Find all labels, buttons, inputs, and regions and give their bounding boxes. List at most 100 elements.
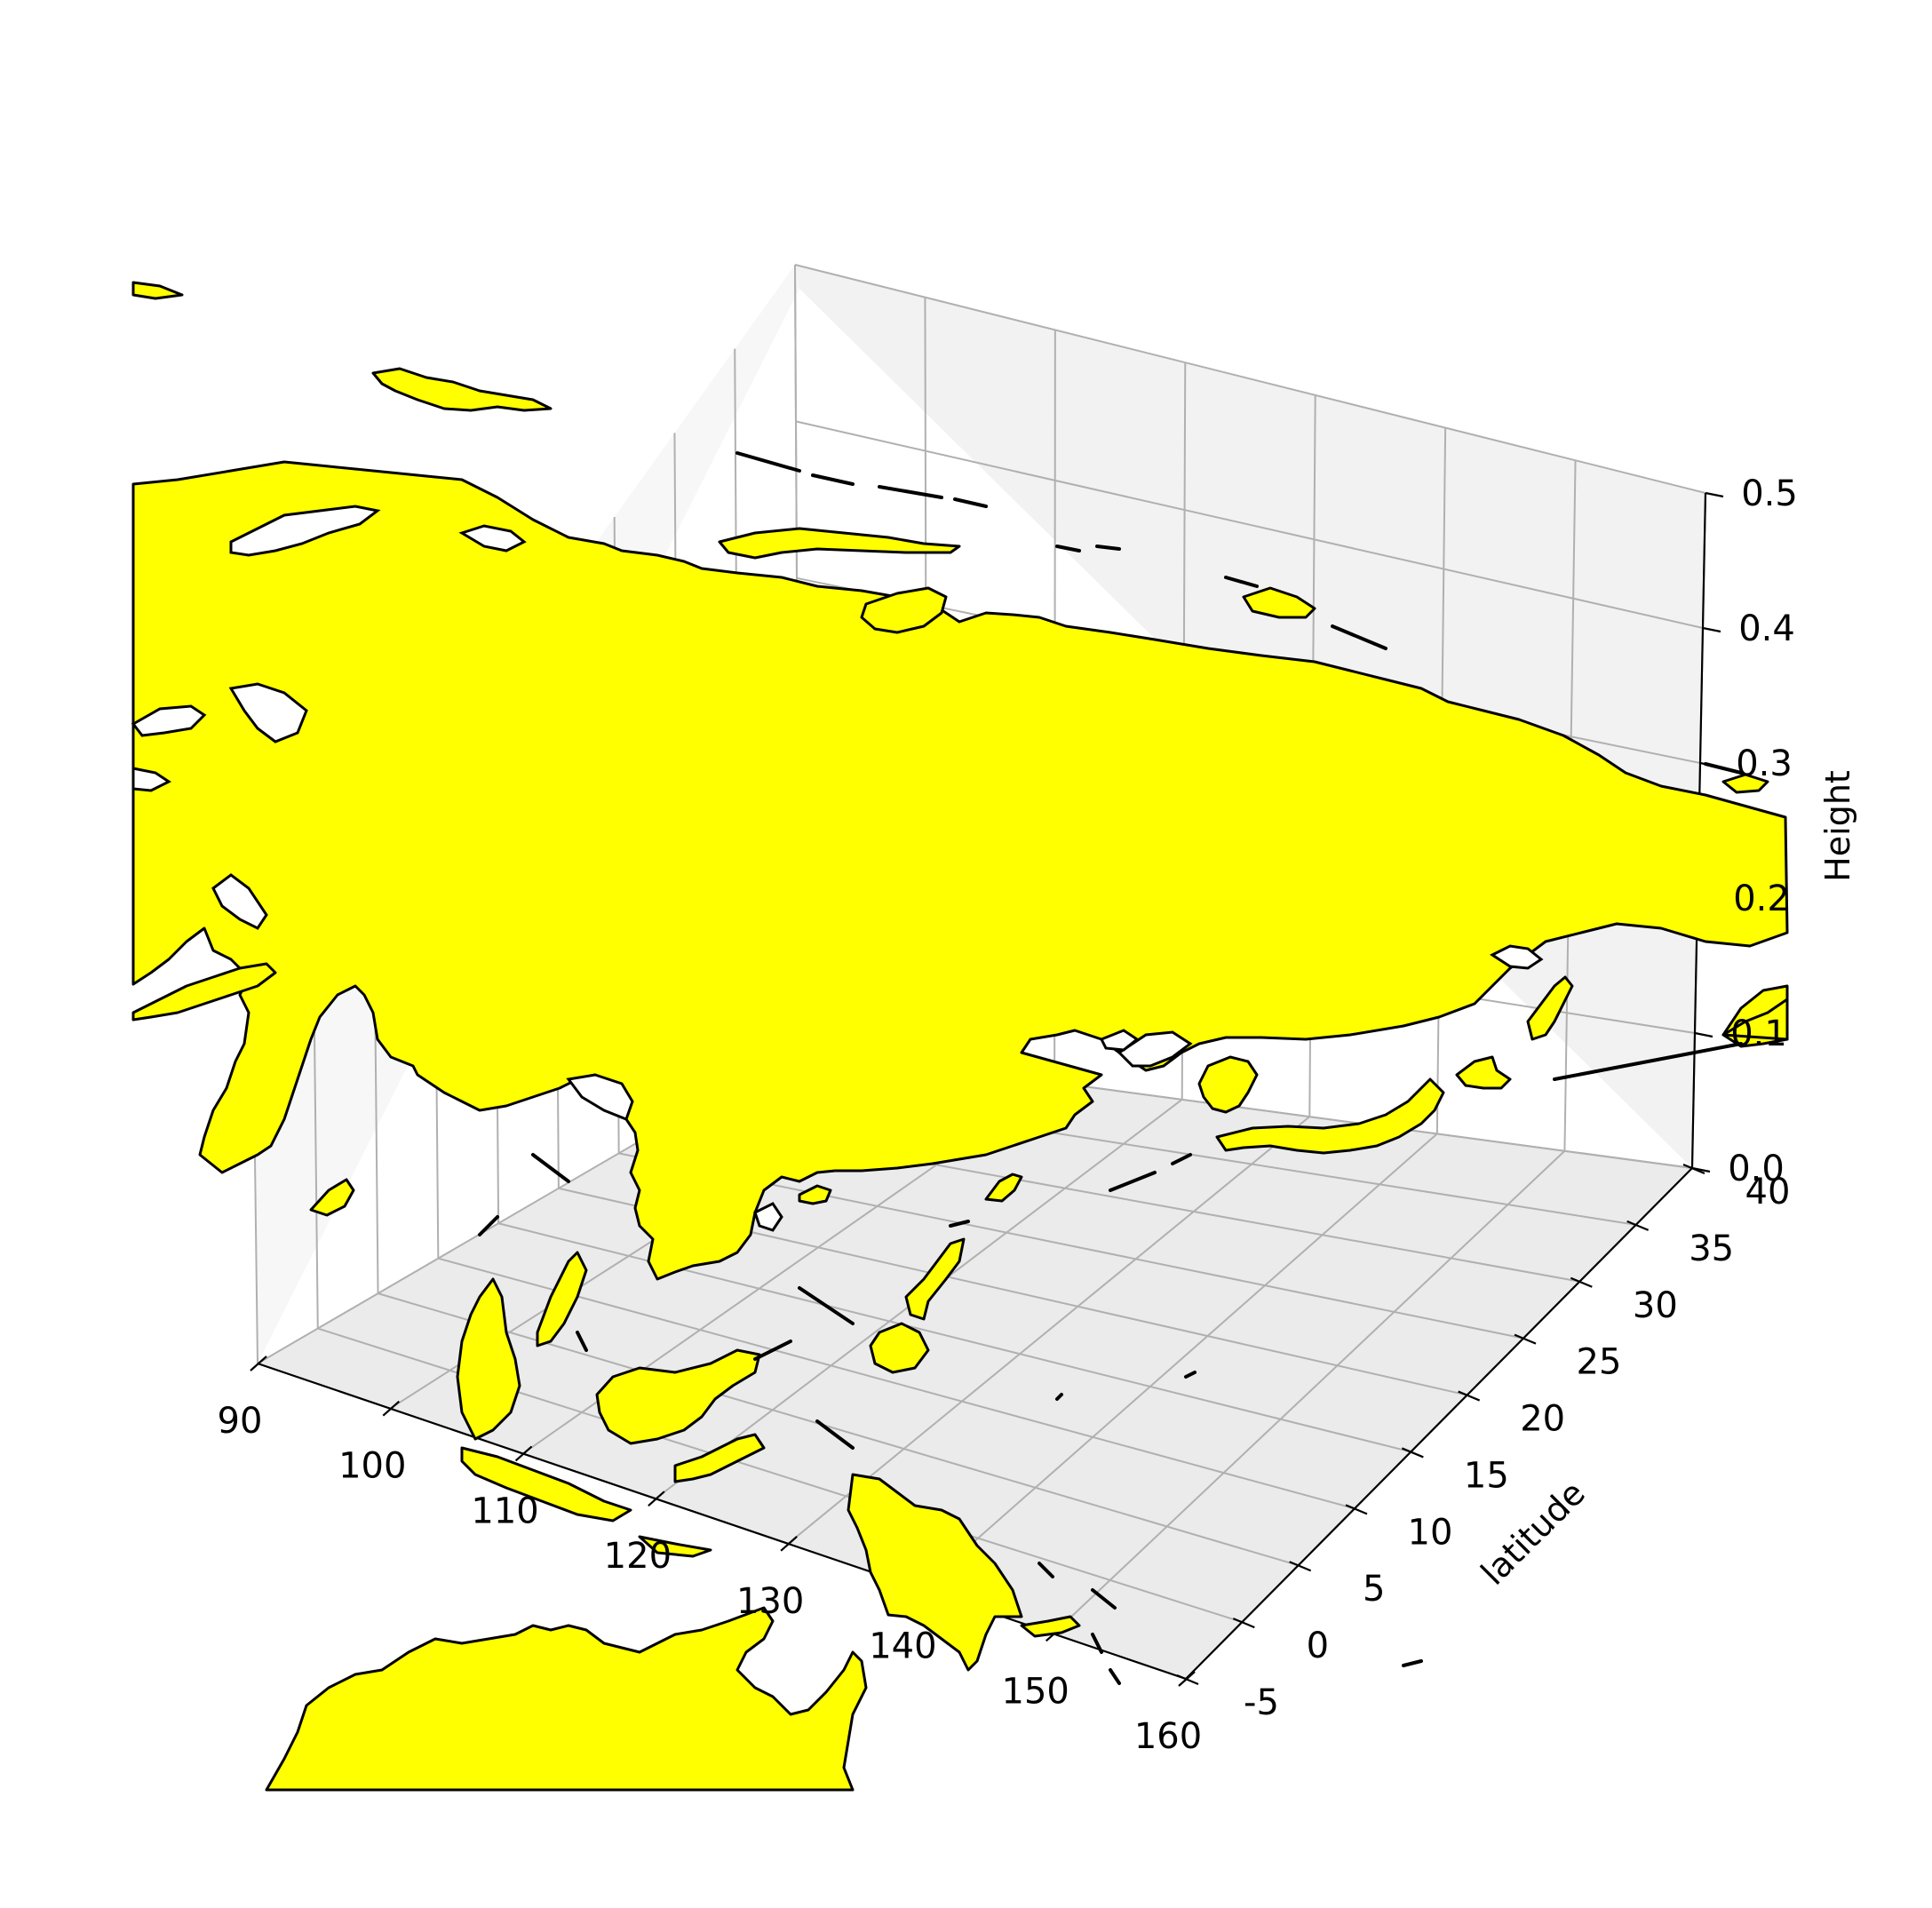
lake-black-sea: [131, 704, 207, 737]
land-hainan: [798, 1184, 832, 1205]
lake-bay-of-bengal-top: [566, 1073, 634, 1121]
y-tick-label: 30: [1633, 1285, 1678, 1326]
z-tick-label: 0.5: [1741, 473, 1798, 514]
x-gridline: [919, 1133, 1438, 1590]
y-tick-label: 35: [1689, 1228, 1734, 1269]
x-tick: [514, 1445, 533, 1462]
y-gridline: [438, 1257, 1356, 1510]
y-tick: [1514, 1333, 1537, 1345]
x-tick-label: 140: [869, 1626, 936, 1667]
land-taymyr-island: [860, 586, 948, 634]
z-tick: [1702, 626, 1721, 633]
y-tick: [1401, 1447, 1424, 1459]
z-tick: [1705, 491, 1724, 498]
z-gridline: [794, 264, 1706, 494]
y-tick-label: 10: [1408, 1512, 1453, 1553]
land-sakhalin: [1526, 975, 1574, 1041]
land-borneo: [595, 1348, 761, 1445]
island-dash: [1171, 1153, 1192, 1165]
x-tick: [648, 1491, 665, 1507]
lake-caspian: [228, 682, 308, 743]
z-tick-label: 0.2: [1733, 878, 1790, 919]
land-lesser-sunda: [638, 1535, 712, 1558]
island-dash: [878, 485, 943, 499]
lake-bohai: [1099, 1029, 1140, 1052]
z-tick-labels: 0.0 0.1 0.2 0.3 0.4 0.5: [1728, 473, 1798, 1189]
island-dash: [949, 1220, 970, 1228]
lake-okhotsk-bay: [1489, 944, 1544, 970]
y-tick: [1289, 1561, 1312, 1572]
island-dash: [576, 1331, 588, 1352]
land-new-guinea: [847, 1473, 1023, 1672]
x-tick-labels: 90 100 110 120 130 140 150 160: [218, 1401, 1203, 1757]
island-dash: [1704, 762, 1743, 775]
island-dash: [1038, 1562, 1054, 1578]
x-gridline: [787, 1116, 1310, 1545]
inland-water: [131, 505, 1544, 1232]
y-tick-label: 5: [1363, 1569, 1385, 1610]
lake-yellow-sea: [1117, 1030, 1193, 1068]
x-tick: [250, 1355, 267, 1371]
z-tick: [1694, 1031, 1713, 1038]
land-japan-honshu: [1215, 1077, 1445, 1155]
land-new-siberian: [1242, 586, 1316, 619]
z-tick-label: 0.4: [1738, 608, 1795, 649]
y-tick: [1626, 1220, 1650, 1231]
land-masses: [131, 281, 1789, 1792]
island-dash: [815, 1419, 855, 1450]
floor-pane: [258, 1048, 1692, 1679]
z-tick-label: 0.1: [1730, 1014, 1787, 1054]
x-tick-label: 100: [338, 1446, 406, 1487]
land-taiwan: [984, 1173, 1023, 1203]
y-tick: [1232, 1618, 1255, 1629]
land-new-britain: [1020, 1615, 1081, 1638]
lake-white-sea: [458, 524, 527, 553]
y-ticks: [1176, 1163, 1705, 1686]
y-tick-label: 0: [1307, 1626, 1329, 1666]
land-philippines: [869, 1237, 966, 1374]
island-dash: [811, 473, 855, 486]
land-greenland-tip: [131, 281, 184, 300]
island-dash: [1095, 545, 1121, 551]
x-tick: [780, 1536, 798, 1552]
y-tick-label: -5: [1244, 1682, 1279, 1723]
y-tick: [1176, 1673, 1199, 1686]
y-axis-line: [1185, 1167, 1693, 1680]
z-tick-label: 0.0: [1728, 1149, 1785, 1189]
land-alaska-bit: [1721, 998, 1789, 1041]
island-dash: [1055, 1393, 1063, 1401]
y-tick-labels: -5 05 10 15 20 25 30 35 40: [1244, 1172, 1790, 1723]
island-dash: [531, 1153, 570, 1183]
land-japan-hokkaido: [1455, 1055, 1512, 1090]
land-eurasia: [131, 460, 1789, 1281]
x-tick-label: 90: [218, 1401, 263, 1442]
z-tick-label: 0.3: [1736, 743, 1793, 784]
island-dash: [1224, 576, 1259, 588]
land-srilanka: [309, 1178, 355, 1217]
land-svalbard: [371, 367, 553, 412]
lake-aral: [131, 767, 171, 792]
island-dash: [1109, 1171, 1157, 1192]
land-malaya: [536, 1251, 588, 1348]
x-tick-label: 150: [1002, 1671, 1069, 1712]
land-sulawesi: [673, 1433, 766, 1483]
y-tick-label: 25: [1577, 1342, 1622, 1383]
x-gridline: [1053, 1149, 1566, 1635]
island-dash: [735, 451, 801, 473]
island-dash: [1109, 1668, 1121, 1685]
land-arabia: [131, 962, 277, 1022]
small-islands: [478, 451, 1743, 1685]
z-gridline: [795, 420, 1704, 629]
land-novaya-zemlya: [718, 527, 961, 560]
y-tick: [1458, 1390, 1481, 1402]
x-tick-label: 160: [1134, 1716, 1202, 1757]
island-dash: [1402, 1659, 1423, 1667]
island-dash: [1091, 1633, 1103, 1654]
land-java: [460, 1446, 632, 1522]
island-dash: [798, 1286, 855, 1325]
lake-persian-gulf: [211, 873, 268, 930]
lake-baltic: [229, 505, 381, 557]
land-korea: [1197, 1055, 1259, 1114]
y-tick-label: 20: [1520, 1399, 1565, 1440]
island-dash: [1055, 545, 1081, 553]
